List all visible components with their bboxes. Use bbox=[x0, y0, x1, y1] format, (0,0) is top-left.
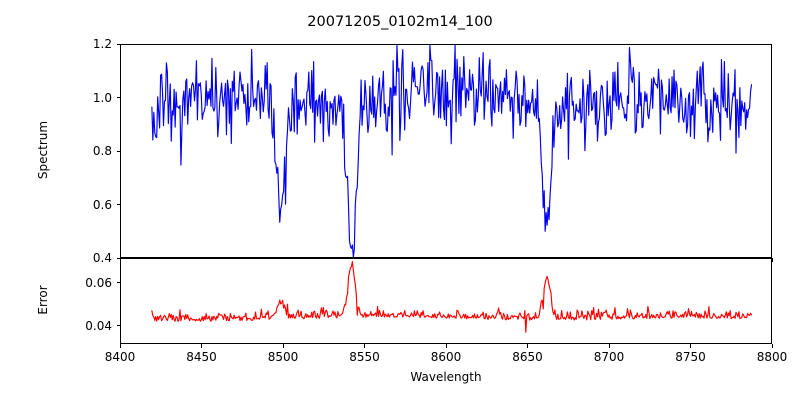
spectrum-y-tick-mark bbox=[116, 204, 120, 206]
error-y-tick-label: 0.04 bbox=[85, 318, 112, 333]
error-x-tick-label: 8500 bbox=[267, 350, 299, 364]
error-y-tick-mark bbox=[116, 325, 120, 327]
spectrum-y-tick-mark bbox=[116, 150, 120, 152]
error-x-tick-mark bbox=[282, 344, 284, 348]
error-x-tick-mark bbox=[690, 344, 692, 348]
spectrum-y-tick-label: 0.4 bbox=[92, 251, 112, 265]
error-x-tick-mark bbox=[364, 344, 366, 348]
error-plot-area bbox=[120, 258, 772, 344]
error-x-tick-label: 8750 bbox=[675, 350, 706, 364]
x-axis-label: Wavelength bbox=[410, 370, 482, 384]
error-x-tick-mark bbox=[608, 344, 610, 348]
spectrum-y-tick-mark bbox=[116, 97, 120, 99]
error-x-tick-mark bbox=[527, 344, 529, 348]
error-x-tick-mark bbox=[771, 344, 773, 348]
spectrum-axis-label: Spectrum bbox=[36, 120, 50, 180]
error-x-tick-label: 8700 bbox=[593, 350, 625, 364]
spectrum-y-tick-mark bbox=[116, 257, 120, 259]
spectrum-y-tick-label: 0.8 bbox=[92, 144, 112, 158]
error-y-tick-label: 0.06 bbox=[85, 275, 112, 290]
error-x-tick-label: 8650 bbox=[512, 350, 543, 364]
spectrum-y-tick-mark bbox=[116, 43, 120, 45]
spectrum-y-tick-label: 1.2 bbox=[92, 37, 112, 51]
error-axis-label: Error bbox=[36, 285, 50, 315]
error-x-tick-label: 8800 bbox=[756, 350, 788, 364]
error-x-tick-mark bbox=[201, 344, 203, 348]
page-title: 20071205_0102m14_100 bbox=[307, 14, 493, 30]
spectrum-line-series bbox=[121, 45, 771, 257]
error-x-tick-label: 8450 bbox=[186, 350, 217, 364]
error-x-tick-label: 8400 bbox=[104, 350, 136, 364]
error-x-tick-mark bbox=[119, 344, 121, 348]
error-x-tick-label: 8550 bbox=[349, 350, 380, 364]
spectrum-y-tick-label: 0.6 bbox=[92, 197, 112, 212]
error-y-tick-mark bbox=[116, 282, 120, 284]
spectrum-x-tick-mark bbox=[771, 258, 773, 262]
error-x-tick-mark bbox=[445, 344, 447, 348]
error-line-series bbox=[121, 259, 771, 343]
spectrum-y-tick-label: 1.0 bbox=[92, 90, 112, 105]
spectrum-plot-area bbox=[120, 44, 772, 258]
error-x-tick-label: 8600 bbox=[430, 350, 462, 364]
